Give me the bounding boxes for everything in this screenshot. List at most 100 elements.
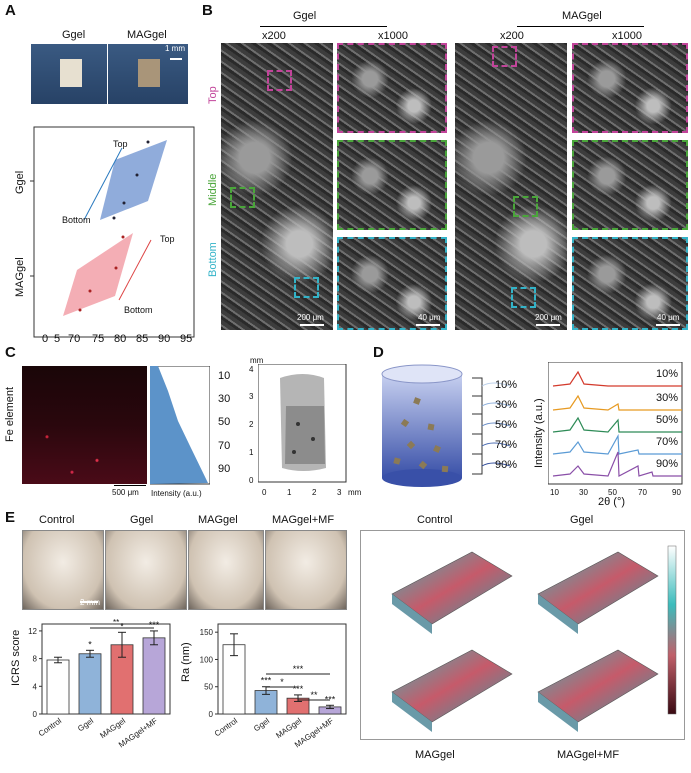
icrs-bracket-label: ** [113,618,120,627]
bar [46,659,70,715]
cartilage-photo-ggel [105,530,187,610]
micro-ct-render [258,364,347,483]
maggel-photo [107,43,189,105]
level-label: 10% [495,379,518,391]
significance-label: *** [293,684,304,694]
afm-surfaces [391,545,677,732]
photo-label-maggel: MAGgel [127,29,167,41]
level-label: 50% [495,419,518,431]
surface-label-ggel: Ggel [570,514,594,526]
surface-label-maggel-mf: MAGgel+MF [557,749,620,761]
gradient-plot [30,126,195,338]
significance-label: *** [149,620,160,630]
plot-xtick: 90 [158,333,171,345]
cartilage-photo-maggel-mf [265,530,347,610]
frame-maggel-top [572,43,688,133]
plot-xtick: 0 [42,333,49,345]
scale-label-ggel-x1000: 40 μm [418,313,441,322]
group-line-maggel [517,26,644,27]
bar [78,653,102,715]
x-tick-label: Control [213,716,239,738]
panel-label-e: E [5,509,16,526]
plot-bottom-label-maggel: Bottom [124,305,153,315]
scale-bar [656,324,680,326]
scale-label-ggel-x200: 200 μm [297,313,324,322]
photo-label-maggel: MAGgel [198,514,238,526]
xrd-legend: 50% [656,414,679,426]
ct-ytick: 1 [249,448,254,457]
mag-label: x1000 [378,30,408,42]
xrd-xtick: 30 [579,488,588,497]
roi-maggel-top [492,46,517,67]
icrs-ylabel: ICRS score [10,629,22,686]
plot-top-label-maggel: Top [160,234,175,244]
depth-tick: 50 [218,416,231,428]
ct-unit-x: mm [348,488,362,497]
panel-label-a: A [5,2,16,19]
maggel-sample [138,59,160,87]
depth-tick: 70 [218,440,231,452]
xrd-xlabel: 2θ (°) [598,496,626,508]
ct-xtick: 2 [312,488,317,497]
y-tick-label: 150 [200,628,214,637]
xrd-legend: 10% [656,368,679,380]
x-tick-label: Ggel [252,716,271,733]
y-tick-label: 4 [33,682,38,691]
depth-tick: 30 [218,393,231,405]
photo-label-ggel: Ggel [130,514,154,526]
sem-maggel-x1000-bottom [572,237,688,330]
ct-unit-y: mm [250,356,264,365]
photo-label-ggel: Ggel [62,29,86,41]
fe-map-scale-label: 500 μm [112,488,139,497]
frame-maggel-middle [572,140,688,230]
plot-top-label-ggel: Top [113,139,128,149]
frame-maggel-bottom [572,237,688,330]
roi-maggel-middle [513,196,538,217]
group-label-ggel: Ggel [293,10,317,22]
scale-bar [170,58,182,60]
sem-maggel-x200 [455,43,567,330]
plot-xtick: 70 [68,333,81,345]
surface-label-control: Control [417,514,453,526]
x-tick-label: Control [37,716,63,738]
xrd-legend: 70% [656,436,679,448]
sem-maggel-x1000-middle [572,140,688,230]
bar [142,637,166,715]
x-tick-label: MAGgel [274,716,303,740]
afm-frame [360,530,685,740]
photo-scale-label: 1 mm [165,44,185,53]
level-label: 30% [495,399,518,411]
mag-label: x200 [500,30,524,42]
scale-bar [416,324,440,326]
surface-label-maggel: MAGgel [415,749,455,761]
x-tick-label: Ggel [76,716,95,733]
row-label-top: Top [207,86,219,104]
group-line-ggel [260,26,387,27]
scale-label-maggel-x200: 200 μm [535,313,562,322]
ct-ytick: 2 [249,420,254,429]
scale-bar [536,324,560,326]
group-label-maggel: MAGgel [562,10,602,22]
panel-label-c: C [5,344,16,361]
roi-maggel-bottom [511,287,536,308]
roi-ggel-top [267,70,292,91]
bracket-label: * [280,677,284,687]
photo-scale-label: 2 mm [80,598,100,607]
xrd-xtick: 70 [638,488,647,497]
y-tick-label: 8 [33,655,38,664]
ct-xtick: 3 [337,488,342,497]
y-tick-label: 0 [209,710,214,719]
plot-bottom-label-ggel: Bottom [62,215,91,225]
roi-ggel-middle [230,187,255,208]
fe-map-ylabel: Fe element [4,386,16,442]
plot-ylabel-ggel: Ggel [14,170,26,194]
y-tick-label: 100 [200,655,214,664]
frame-ggel-top [337,43,447,133]
ggel-sample [60,59,82,87]
plot-frame [217,623,347,715]
xrd-ylabel: Intensity (a.u.) [533,398,545,468]
significance-label: * [88,639,92,649]
roi-ggel-bottom [294,277,319,298]
panel-label-d: D [373,344,384,361]
